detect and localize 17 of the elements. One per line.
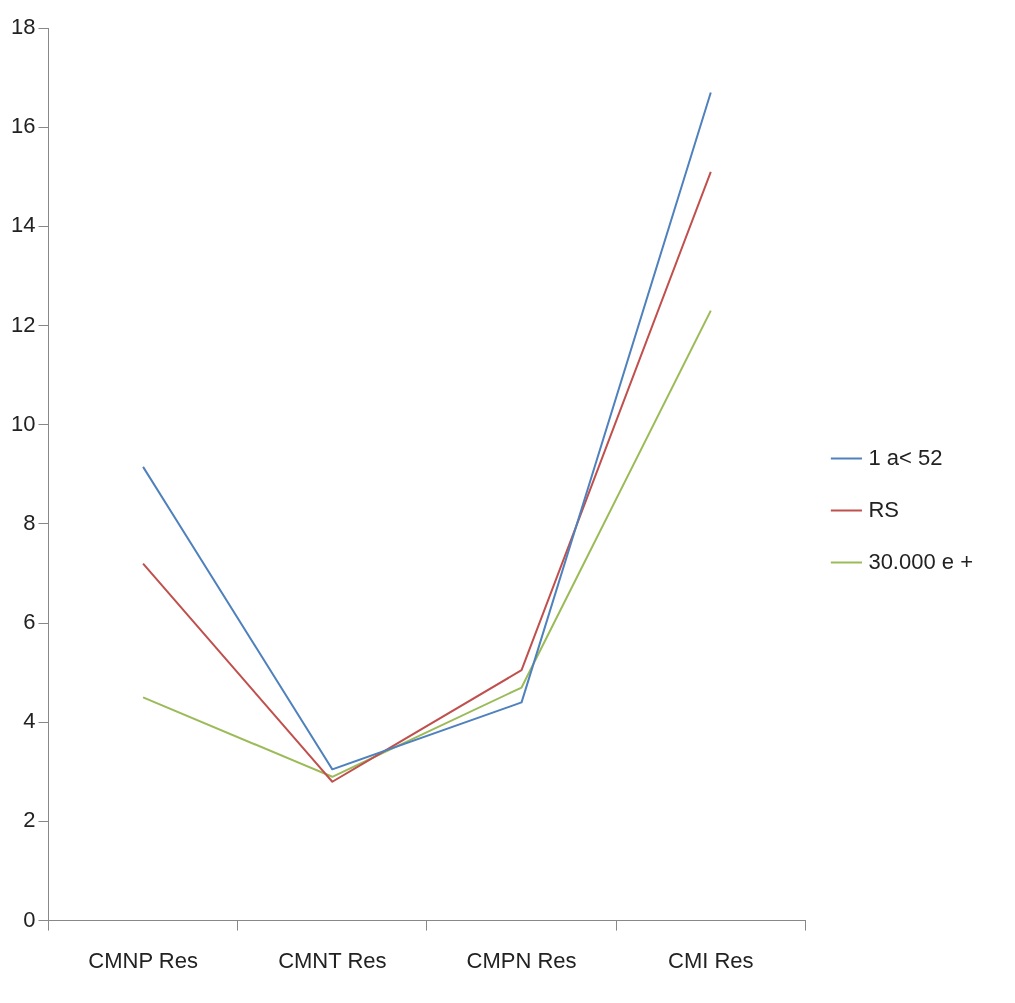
y-tick-label: 4 bbox=[23, 708, 36, 734]
y-tick-label: 16 bbox=[10, 113, 36, 139]
y-tick-label: 2 bbox=[23, 807, 36, 833]
x-tick-label: CMNP Res bbox=[88, 947, 198, 973]
x-tick-label: CMI Res bbox=[668, 947, 754, 973]
y-tick-label: 12 bbox=[10, 311, 36, 337]
x-tick-label: CMPN Res bbox=[466, 947, 577, 973]
y-tick-label: 0 bbox=[23, 906, 36, 932]
legend-label: 30.000 e + bbox=[868, 548, 974, 574]
x-tick-label: CMNT Res bbox=[278, 947, 387, 973]
y-tick-label: 8 bbox=[23, 509, 36, 535]
y-tick-label: 10 bbox=[10, 410, 36, 436]
y-tick-label: 14 bbox=[10, 212, 36, 238]
legend-label: RS bbox=[868, 496, 899, 522]
legend-label: 1 a< 52 bbox=[868, 444, 943, 470]
y-tick-label: 18 bbox=[10, 14, 36, 40]
y-tick-label: 6 bbox=[23, 609, 36, 635]
